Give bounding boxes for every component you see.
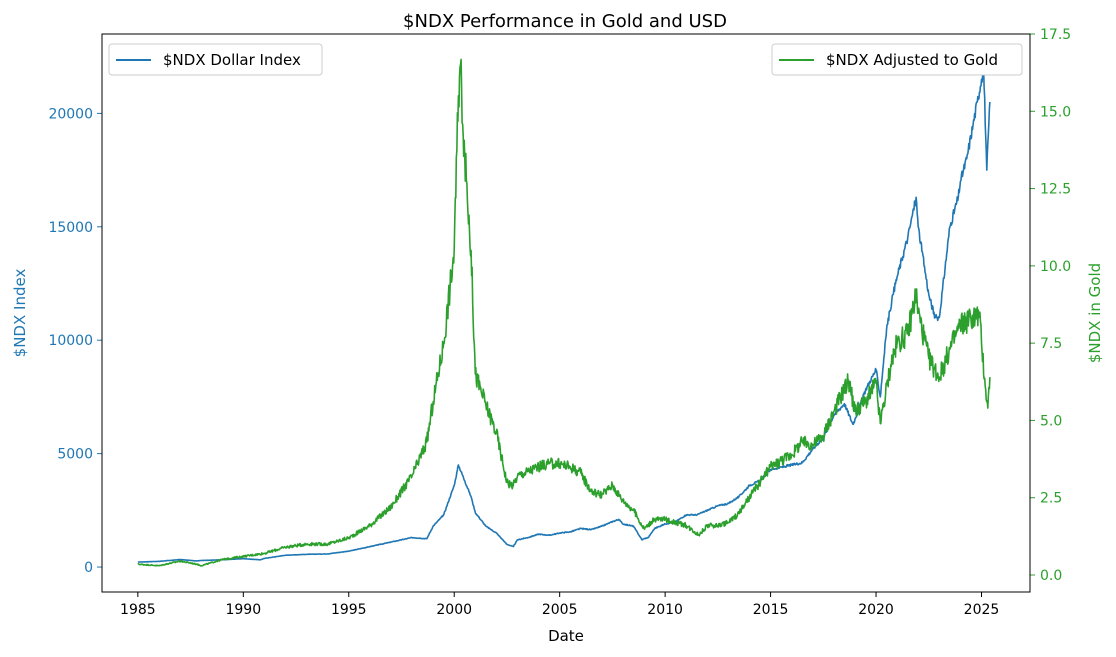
x-tick-label: 2025 — [964, 602, 1000, 618]
x-tick-label: 2015 — [753, 602, 789, 618]
series-line-gold — [137, 58, 991, 567]
axes-layer: 1985 1990 1995 2000 2005 2010 2015 2020 2025 0 500… — [48, 27, 1071, 618]
legend-gold-label: $NDX Adjusted to Gold — [826, 51, 998, 69]
y-left-tick-label: 5000 — [57, 447, 93, 463]
y-left-tick-label: 10000 — [48, 333, 93, 349]
y-right-tick-label: 17.5 — [1040, 27, 1071, 43]
y-left-tick-label: 20000 — [48, 106, 93, 122]
x-tick-label: 1995 — [331, 602, 367, 618]
y-right-tick-label: 2.5 — [1040, 491, 1062, 507]
legend-usd-box — [108, 43, 323, 76]
legend-gold: $NDX Adjusted to Gold — [771, 43, 1023, 76]
x-tick-label: 2000 — [436, 602, 472, 618]
x-tick-label: 1985 — [120, 602, 156, 618]
x-tick-label: 2020 — [858, 602, 894, 618]
y-right-tick-label: 12.5 — [1040, 182, 1071, 198]
legend-usd: $NDX Dollar Index — [108, 43, 323, 76]
y-left-tick-label: 15000 — [48, 220, 93, 236]
plot-frame — [101, 33, 1031, 593]
y-left-tick-label: 0 — [84, 560, 93, 576]
chart-title: $NDX Performance in Gold and USD — [403, 11, 727, 32]
x-tick-label: 1990 — [225, 602, 261, 618]
legend-gold-box — [771, 43, 1023, 76]
x-tick-label: 2010 — [647, 602, 683, 618]
legend-usd-label: $NDX Dollar Index — [163, 51, 301, 69]
y-axis-right-title: $NDX in Gold — [1086, 263, 1104, 363]
series-line-usd — [137, 67, 991, 563]
y-right-tick-label: 5.0 — [1040, 413, 1062, 429]
y-axis-left-title: $NDX Index — [11, 269, 29, 358]
series-layer — [137, 58, 991, 567]
y-right-tick-label: 0.0 — [1040, 568, 1062, 584]
y-right-tick-label: 7.5 — [1040, 336, 1062, 352]
x-tick-label: 2005 — [542, 602, 578, 618]
x-axis-title: Date — [548, 627, 584, 645]
y-right-tick-label: 10.0 — [1040, 259, 1071, 275]
y-right-tick-label: 15.0 — [1040, 104, 1071, 120]
